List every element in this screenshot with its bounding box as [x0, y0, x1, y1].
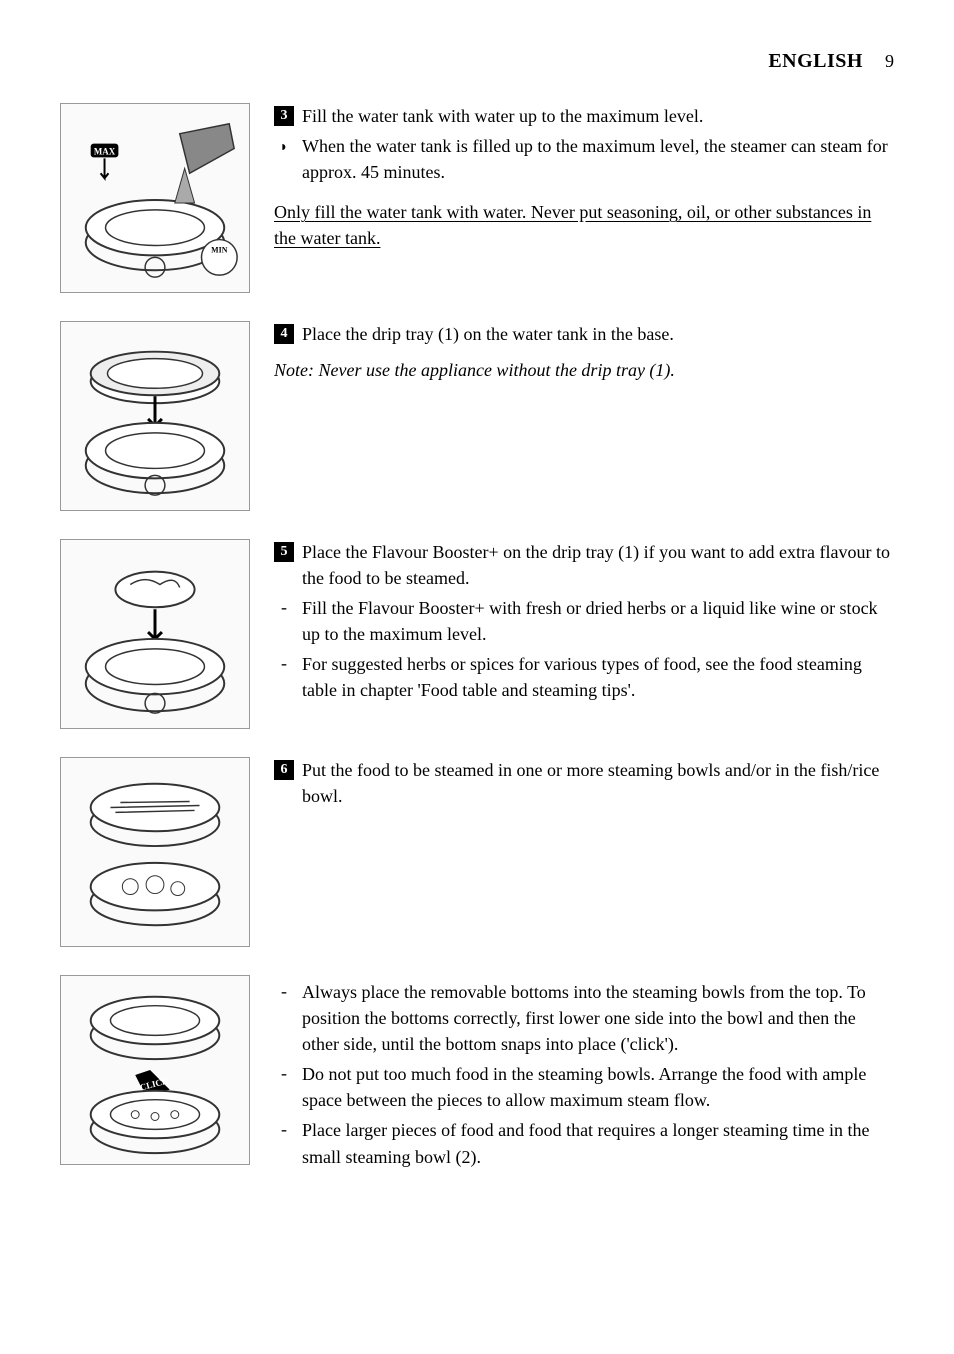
dash-bullet-icon: [274, 653, 294, 675]
tip-1-text: Always place the removable bottoms into …: [302, 979, 894, 1057]
step-5-content: 5 Place the Flavour Booster+ on the drip…: [274, 539, 894, 708]
step-5-section: 5 Place the Flavour Booster+ on the drip…: [60, 539, 894, 729]
min-label: MIN: [211, 245, 228, 254]
page-header: ENGLISH 9: [60, 50, 894, 73]
tips-list: Always place the removable bottoms into …: [274, 979, 894, 1170]
step-3-line: 3 Fill the water tank with water up to t…: [274, 103, 894, 129]
step-6-text: Put the food to be steamed in one or mor…: [302, 757, 894, 809]
step-5-sub-1: Fill the Flavour Booster+ with fresh or …: [274, 595, 894, 647]
step-5-sub-1-text: Fill the Flavour Booster+ with fresh or …: [302, 595, 894, 647]
tips-content: Always place the removable bottoms into …: [274, 975, 894, 1174]
click-bowls-illustration: CLICK: [60, 975, 250, 1165]
step-4-text: Place the drip tray (1) on the water tan…: [302, 321, 894, 347]
step-4-line: 4 Place the drip tray (1) on the water t…: [274, 321, 894, 347]
fill-water-illustration: MAX MIN: [60, 103, 250, 293]
tips-section: CLICK Always place the removable bottoms…: [60, 975, 894, 1174]
step-5-list: Fill the Flavour Booster+ with fresh or …: [274, 595, 894, 703]
step-5-sub-2-text: For suggested herbs or spices for variou…: [302, 651, 894, 703]
arrow-bullet-icon: [274, 135, 294, 157]
step-5-badge: 5: [274, 542, 294, 562]
tip-2-text: Do not put too much food in the steaming…: [302, 1061, 894, 1113]
step-5-line: 5 Place the Flavour Booster+ on the drip…: [274, 539, 894, 591]
step-6-badge: 6: [274, 760, 294, 780]
step-6-line: 6 Put the food to be steamed in one or m…: [274, 757, 894, 809]
manual-page: ENGLISH 9 MAX MIN 3 Fill the water ta: [0, 0, 954, 1262]
dash-bullet-icon: [274, 1119, 294, 1141]
step-4-note: Note: Never use the appliance without th…: [274, 357, 894, 383]
step-4-content: 4 Place the drip tray (1) on the water t…: [274, 321, 894, 383]
max-label: MAX: [94, 146, 116, 156]
food-bowls-illustration: [60, 757, 250, 947]
tip-1: Always place the removable bottoms into …: [274, 979, 894, 1057]
step-4-section: 4 Place the drip tray (1) on the water t…: [60, 321, 894, 511]
step-3-text: Fill the water tank with water up to the…: [302, 103, 894, 129]
step-5-text: Place the Flavour Booster+ on the drip t…: [302, 539, 894, 591]
dash-bullet-icon: [274, 981, 294, 1003]
tip-2: Do not put too much food in the steaming…: [274, 1061, 894, 1113]
step-3-sub-1-text: When the water tank is filled up to the …: [302, 133, 894, 185]
step-3-section: MAX MIN 3 Fill the water tank with water…: [60, 103, 894, 293]
step-6-section: 6 Put the food to be steamed in one or m…: [60, 757, 894, 947]
step-6-content: 6 Put the food to be steamed in one or m…: [274, 757, 894, 813]
step-3-badge: 3: [274, 106, 294, 126]
page-number: 9: [885, 51, 894, 71]
step-3-content: 3 Fill the water tank with water up to t…: [274, 103, 894, 251]
language-label: ENGLISH: [768, 50, 863, 72]
step-5-sub-2: For suggested herbs or spices for variou…: [274, 651, 894, 703]
drip-tray-illustration: [60, 321, 250, 511]
step-3-sub-1: When the water tank is filled up to the …: [274, 133, 894, 185]
dash-bullet-icon: [274, 1063, 294, 1085]
step-4-badge: 4: [274, 324, 294, 344]
dash-bullet-icon: [274, 597, 294, 619]
tip-3: Place larger pieces of food and food tha…: [274, 1117, 894, 1169]
step-3-warning: Only fill the water tank with water. Nev…: [274, 199, 894, 251]
flavour-booster-illustration: [60, 539, 250, 729]
tip-3-text: Place larger pieces of food and food tha…: [302, 1117, 894, 1169]
